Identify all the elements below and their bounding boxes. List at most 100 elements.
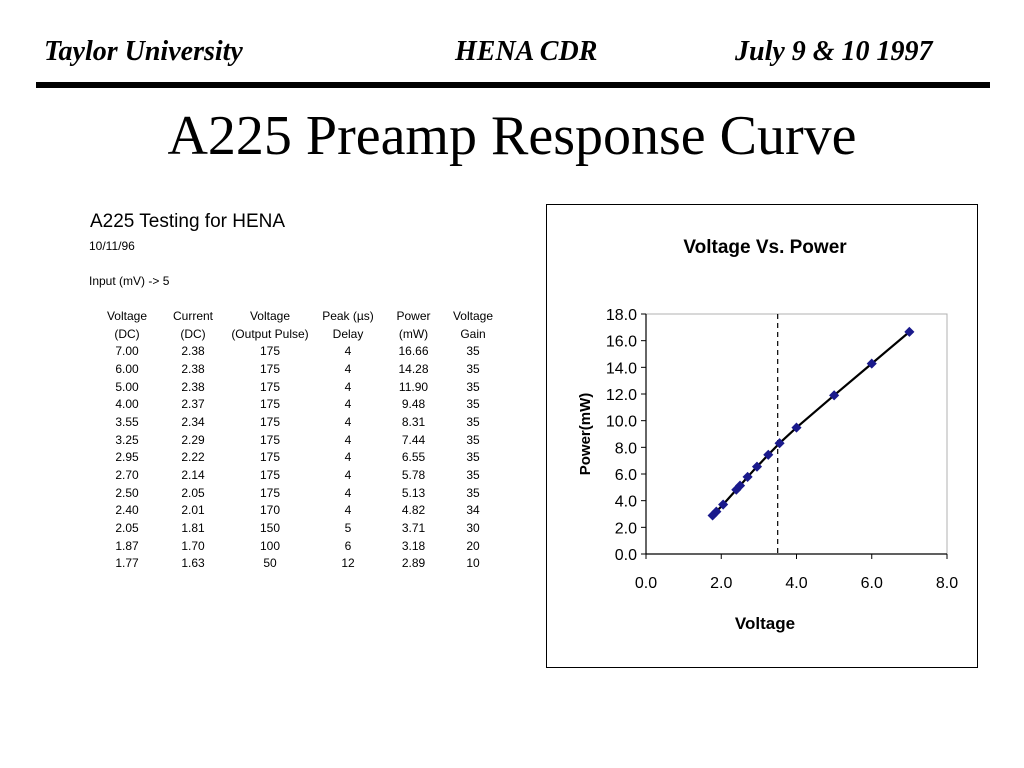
table-cell: 6 bbox=[344, 538, 352, 553]
y-tick-label: 18.0 bbox=[606, 307, 637, 324]
table-row: 5.00 2.38 175 4 11.90 35 bbox=[98, 378, 505, 396]
table-row: 1.77 1.63 50 12 2.89 10 bbox=[98, 555, 505, 573]
table-cell: 2.70 bbox=[115, 468, 139, 483]
column-header: (Output Pulse) bbox=[231, 326, 309, 341]
column-header: Power bbox=[396, 308, 431, 323]
table-cell: 2.01 bbox=[181, 503, 205, 518]
table-cell: 170 bbox=[259, 503, 281, 518]
chart-title: Voltage Vs. Power bbox=[683, 237, 847, 258]
y-tick-label: 2.0 bbox=[615, 520, 637, 537]
data-point bbox=[742, 471, 753, 482]
x-tick-label: 4.0 bbox=[785, 575, 807, 592]
table-cell: 5 bbox=[344, 521, 352, 536]
table-row: 2.50 2.05 175 4 5.13 35 bbox=[98, 484, 505, 502]
table-cell: 1.77 bbox=[115, 556, 139, 571]
column-header: Voltage bbox=[249, 308, 291, 323]
table-cell: 4 bbox=[344, 432, 352, 447]
x-tick-label: 2.0 bbox=[710, 575, 732, 592]
sheet-title: A225 Testing for HENA bbox=[90, 211, 286, 232]
plot-area bbox=[645, 313, 948, 555]
chart-frame: Voltage Vs. Power 0.0 2.0 4.0 6.0 8.0 10.0 12.0… bbox=[546, 204, 978, 668]
x-tick-label: 8.0 bbox=[936, 575, 958, 592]
column-header: Voltage bbox=[106, 308, 148, 323]
table-cell: 4.00 bbox=[115, 397, 139, 412]
column-header: (DC) bbox=[114, 326, 140, 341]
header-center-text: HENA CDR bbox=[455, 36, 598, 67]
table-cell: 10 bbox=[466, 556, 480, 571]
table-header-row: Voltage Current Voltage Peak (µs) Power Volta… bbox=[98, 307, 505, 325]
y-tick-label: 10.0 bbox=[606, 414, 637, 431]
slide-title: A225 Preamp Response Curve bbox=[167, 105, 857, 167]
x-axis-label: Voltage bbox=[735, 614, 795, 633]
table-cell: 1.81 bbox=[181, 521, 205, 536]
table-cell: 9.48 bbox=[401, 397, 426, 412]
table-cell: 4.82 bbox=[401, 503, 426, 518]
table-cell: 2.38 bbox=[181, 379, 205, 394]
sheet-input-note: Input (mV) -> 5 bbox=[89, 274, 170, 288]
data-point bbox=[718, 499, 729, 510]
table-cell: 2.29 bbox=[181, 432, 205, 447]
voltage-power-chart: Voltage Vs. Power 0.0 2.0 4.0 6.0 8.0 10.0 12.0… bbox=[577, 237, 958, 633]
y-tick-label: 8.0 bbox=[615, 440, 637, 457]
data-point bbox=[763, 449, 774, 460]
table-cell: 2.50 bbox=[115, 485, 139, 500]
table-cell: 2.34 bbox=[181, 414, 205, 429]
table-cell: 175 bbox=[259, 379, 281, 394]
x-tick-label: 0.0 bbox=[635, 575, 657, 592]
table-cell: 16.66 bbox=[398, 344, 429, 359]
table-cell: 20 bbox=[466, 538, 480, 553]
sheet-date: 10/11/96 bbox=[89, 239, 135, 253]
table-cell: 2.22 bbox=[181, 450, 205, 465]
table-cell: 175 bbox=[259, 361, 281, 376]
table-cell: 1.70 bbox=[181, 538, 205, 553]
header-rule bbox=[36, 82, 990, 88]
table-cell: 4 bbox=[344, 414, 352, 429]
table-cell: 3.55 bbox=[115, 414, 139, 429]
table-cell: 3.18 bbox=[401, 538, 426, 553]
data-point bbox=[829, 390, 840, 401]
table-row: 2.05 1.81 150 5 3.71 30 bbox=[98, 519, 505, 537]
column-header: Gain bbox=[460, 326, 486, 341]
table-row: 1.87 1.70 100 6 3.18 20 bbox=[98, 537, 505, 555]
header-left-text: Taylor University bbox=[44, 36, 243, 67]
table-row: 2.40 2.01 170 4 4.82 34 bbox=[98, 502, 505, 520]
data-point bbox=[866, 358, 877, 369]
table-cell: 2.37 bbox=[181, 397, 205, 412]
table-cell: 1.63 bbox=[181, 556, 205, 571]
table-cell: 175 bbox=[259, 414, 281, 429]
table-cell: 175 bbox=[259, 432, 281, 447]
data-table: Voltage Current Voltage Peak (µs) Power Volta… bbox=[98, 307, 505, 572]
table-cell: 50 bbox=[263, 556, 277, 571]
y-tick-label: 16.0 bbox=[606, 334, 637, 351]
table-cell: 2.95 bbox=[115, 450, 139, 465]
table-cell: 4 bbox=[344, 344, 352, 359]
table-cell: 30 bbox=[466, 521, 480, 536]
table-cell: 35 bbox=[466, 485, 480, 500]
table-cell: 35 bbox=[466, 379, 480, 394]
table-cell: 4 bbox=[344, 361, 352, 376]
table-cell: 6.00 bbox=[115, 361, 139, 376]
data-point bbox=[904, 326, 915, 337]
table-cell: 2.05 bbox=[181, 485, 205, 500]
table-cell: 175 bbox=[259, 397, 281, 412]
table-cell: 35 bbox=[466, 414, 480, 429]
y-tick-label: 12.0 bbox=[606, 387, 637, 404]
column-header: (DC) bbox=[180, 326, 206, 341]
y-axis-label: Power(mW) bbox=[577, 393, 594, 476]
table-cell: 8.31 bbox=[401, 414, 426, 429]
table-cell: 4 bbox=[344, 450, 352, 465]
table-cell: 2.40 bbox=[115, 503, 139, 518]
table-cell: 5.13 bbox=[401, 485, 426, 500]
data-point bbox=[731, 484, 742, 495]
table-cell: 11.90 bbox=[398, 379, 429, 394]
table-cell: 14.28 bbox=[398, 361, 429, 376]
table-cell: 2.89 bbox=[401, 556, 426, 571]
data-point bbox=[791, 422, 802, 433]
table-cell: 4 bbox=[344, 468, 352, 483]
table-cell: 175 bbox=[259, 450, 281, 465]
table-cell: 1.87 bbox=[115, 538, 139, 553]
table-cell: 7.44 bbox=[401, 432, 426, 447]
column-header: Delay bbox=[332, 326, 364, 341]
column-header: Peak (µs) bbox=[322, 308, 374, 323]
header-right-text: July 9 & 10 1997 bbox=[735, 36, 933, 67]
